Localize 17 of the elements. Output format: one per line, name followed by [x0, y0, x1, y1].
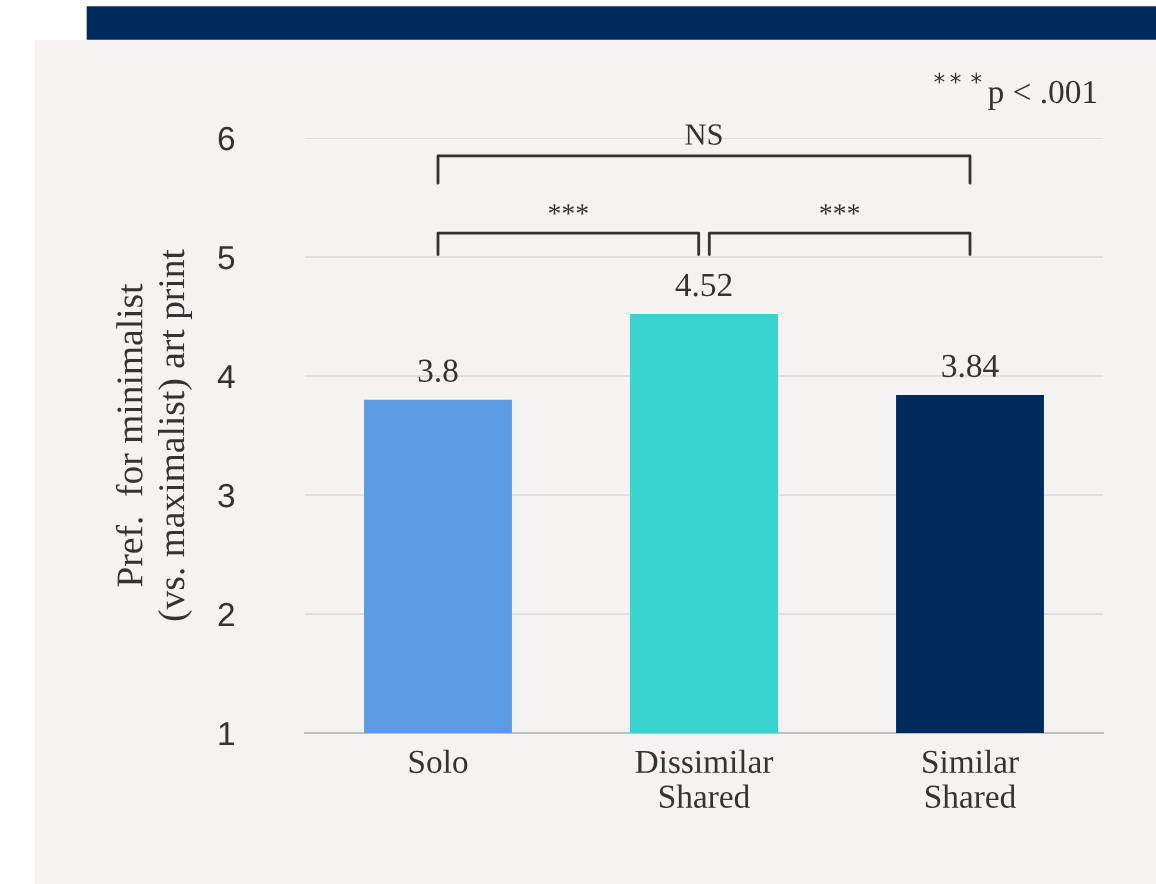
x-tick-label: Similar Shared: [923, 749, 1019, 808]
y-tick-label: 1: [219, 722, 234, 746]
data-label: 3.84: [942, 354, 999, 378]
y-axis-title: Pref. for minimalist (vs. maximalist) art print: [115, 249, 193, 621]
text: $^{***}$p < .001: [934, 72, 1097, 111]
x-tick-label: Solo: [409, 749, 468, 774]
y-tick-label: 5: [218, 246, 235, 270]
annotation: NS: [685, 124, 722, 145]
data-label: 4.52: [675, 273, 732, 297]
y-tick-label: 4: [217, 365, 235, 389]
y-tick-label: 2: [218, 602, 234, 627]
data-label: 3.8: [418, 359, 458, 383]
annotation: ***: [548, 204, 588, 215]
annotation: ***: [820, 204, 860, 215]
y-tick-label: 6: [218, 126, 235, 151]
x-tick-label: Dissimilar Shared: [635, 749, 774, 808]
y-tick-label: 3: [218, 483, 235, 508]
